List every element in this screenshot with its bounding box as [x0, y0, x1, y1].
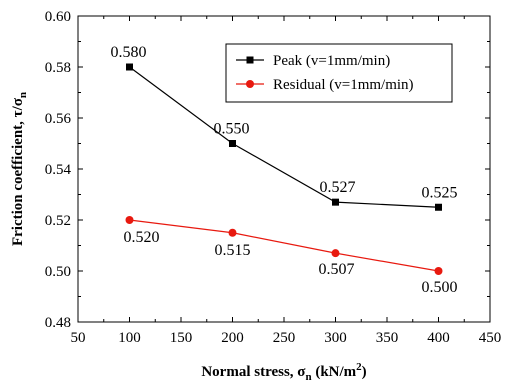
y-axis-title-main: Friction coefficient, τ/σ — [10, 97, 26, 246]
legend-box — [225, 43, 453, 103]
data-point-peak — [229, 140, 236, 147]
plot-frame — [77, 15, 491, 323]
x-axis-title-main: Normal stress, σ — [201, 364, 306, 380]
x-tick-label: 200 — [221, 330, 244, 346]
x-tick-label: 400 — [427, 330, 450, 346]
series-layer — [125, 63, 443, 275]
x-axis-title-sub: n — [305, 371, 311, 383]
data-labels-layer: 0.580 0.550 0.527 0.525 0.520 0.515 0.507 0.500 — [111, 44, 458, 296]
legend-entry-peak: Peak (v=1mm/min) — [236, 53, 390, 69]
data-point-residual — [125, 216, 134, 224]
legend-entry-residual: Residual (v=1mm/min) — [236, 77, 414, 93]
y-tick-label: 0.56 — [45, 111, 72, 127]
x-axis-title-sup: 2 — [356, 361, 362, 373]
x-axis-title: Normal stress, σn (kN/m2) — [201, 361, 366, 383]
data-point-residual — [228, 228, 237, 237]
x-tick-label: 350 — [376, 330, 399, 346]
y-axis-title: Friction coefficient, τ/σn — [10, 92, 29, 246]
data-label-residual: 0.520 — [124, 229, 160, 246]
series-line-residual — [129, 219, 439, 272]
y-axis-title-sub: n — [17, 92, 29, 98]
x-tick-label: 300 — [324, 330, 347, 346]
x-tick-label: 450 — [479, 330, 502, 346]
y-tick-label: 0.52 — [45, 213, 71, 229]
legend-label-peak: Peak (v=1mm/min) — [273, 53, 390, 69]
data-point-peak — [332, 198, 339, 206]
y-tick-label: 0.58 — [45, 60, 71, 76]
x-tick-label: 100 — [118, 330, 141, 346]
data-point-residual — [331, 249, 340, 258]
x-tick-label: 150 — [170, 330, 193, 346]
data-point-residual — [434, 267, 443, 275]
y-tick-label: 0.48 — [45, 315, 71, 331]
data-label-residual: 0.507 — [319, 261, 355, 278]
legend-marker-residual — [246, 80, 254, 88]
y-tick-label: 0.50 — [45, 264, 71, 280]
y-tick-label: 0.60 — [45, 9, 71, 25]
data-point-peak — [435, 203, 442, 211]
data-label-residual: 0.500 — [422, 279, 458, 296]
data-label-residual: 0.515 — [215, 242, 251, 259]
x-axis-title-close: ) — [362, 364, 367, 380]
series-line-peak — [129, 66, 439, 208]
legend-label-residual: Residual (v=1mm/min) — [273, 77, 414, 93]
data-label-peak: 0.525 — [422, 184, 458, 201]
x-tick-label: 50 — [71, 330, 86, 346]
ticks-layer: 50 100 150 200 250 300 350 400 450 0.48 0.50 0.52 0.… — [45, 9, 502, 346]
data-label-peak: 0.580 — [111, 44, 147, 61]
data-label-peak: 0.527 — [320, 179, 356, 196]
x-axis-title-unit: (kN/m — [312, 364, 357, 380]
data-label-peak: 0.550 — [214, 121, 250, 138]
y-tick-label: 0.54 — [45, 162, 72, 178]
legend-marker-peak — [246, 56, 254, 64]
x-tick-label: 250 — [273, 330, 296, 346]
legend: Peak (v=1mm/min) Residual (v=1mm/min) — [225, 43, 453, 103]
data-point-peak — [126, 63, 133, 71]
